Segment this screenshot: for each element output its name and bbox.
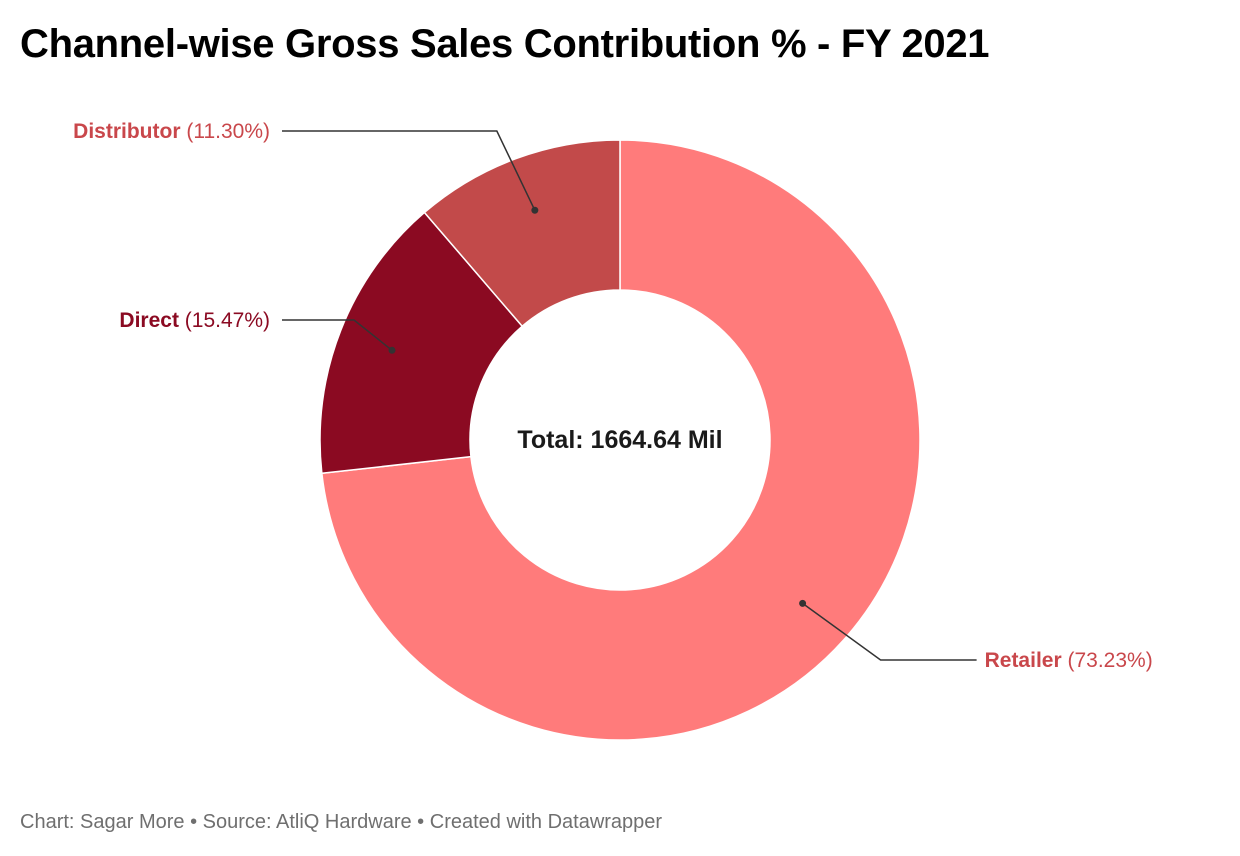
- leader-line-distributor: [282, 130, 536, 211]
- slice-distributor: [423, 139, 621, 328]
- donut-chart: Retailer (73.23%) Direct (15.47%) Distribu…: [73, 120, 1153, 741]
- footer-separator: •: [411, 811, 430, 833]
- leader-dot-distributor: [531, 206, 539, 214]
- slice-label-name: Direct: [119, 309, 179, 332]
- slice-label-name: Distributor: [73, 120, 180, 143]
- leader-line-direct: [282, 319, 393, 351]
- slices-group: [319, 139, 921, 741]
- slice-label-retailer: Retailer (73.23%): [985, 649, 1153, 672]
- slice-label-value: (11.30%): [181, 120, 271, 143]
- footer-separator: •: [184, 811, 203, 833]
- chart-footer: Chart: Sagar More • Source: AtliQ Hardwa…: [20, 811, 662, 834]
- slice-direct: [319, 211, 524, 475]
- slice-label-value: (73.23%): [1062, 649, 1153, 672]
- footer-credit: Chart: Sagar More: [20, 811, 185, 833]
- center-total-label: Total: 1664.64 Mil: [517, 426, 722, 454]
- slice-label-distributor: Distributor (11.30%): [73, 120, 270, 143]
- leader-dot-retailer: [799, 599, 807, 607]
- slice-labels-group: Retailer (73.23%) Direct (15.47%) Distribu…: [73, 120, 1153, 672]
- slice-label-name: Retailer: [985, 649, 1062, 672]
- slice-label-direct: Direct (15.47%): [119, 309, 270, 332]
- slice-retailer: [321, 139, 921, 741]
- chart-title: Channel-wise Gross Sales Contribution % …: [20, 22, 990, 66]
- slice-label-value: (15.47%): [179, 309, 270, 332]
- leader-lines-group: [282, 130, 977, 661]
- footer-source: Source: AtliQ Hardware: [202, 811, 412, 833]
- leader-line-retailer: [802, 602, 977, 661]
- leader-dot-direct: [388, 346, 396, 354]
- footer-tool: Created with Datawrapper: [429, 811, 663, 833]
